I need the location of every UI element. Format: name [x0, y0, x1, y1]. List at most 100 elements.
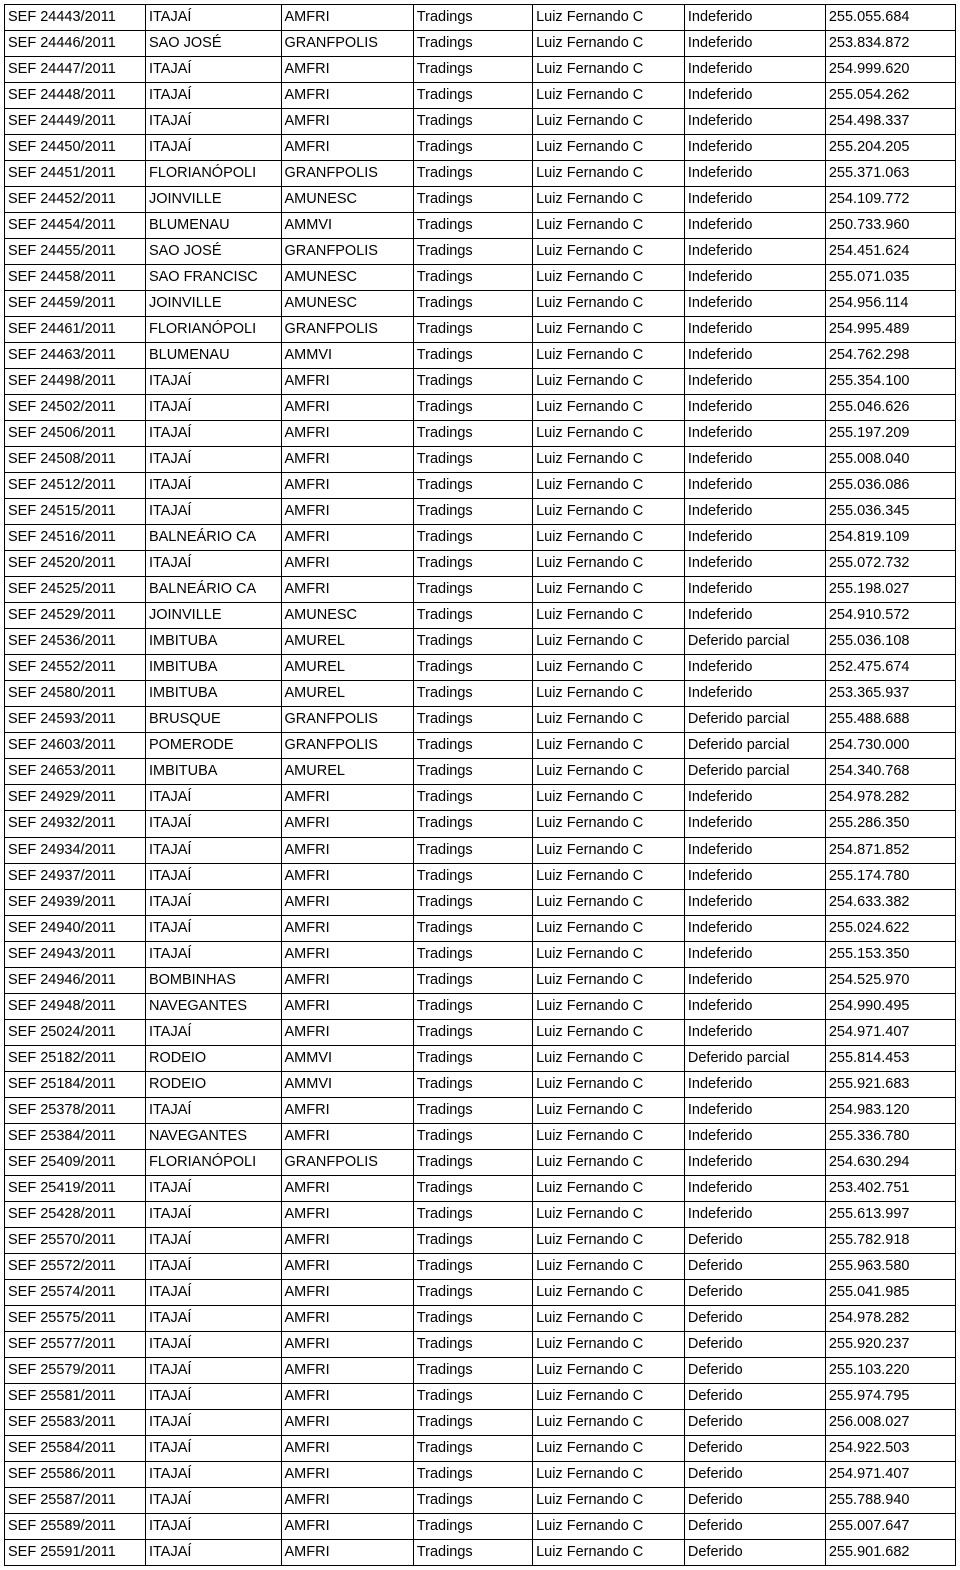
table-cell: Luiz Fernando C — [533, 1045, 685, 1071]
table-cell: AMFRI — [281, 941, 413, 967]
table-cell: SEF 24443/2011 — [5, 5, 146, 31]
table-cell: SEF 24515/2011 — [5, 499, 146, 525]
table-row: SEF 24525/2011BALNEÁRIO CAAMFRITradingsL… — [5, 577, 956, 603]
table-row: SEF 24934/2011ITAJAÍAMFRITradingsLuiz Fe… — [5, 837, 956, 863]
table-cell: ITAJAÍ — [145, 395, 281, 421]
table-row: SEF 25579/2011ITAJAÍAMFRITradingsLuiz Fe… — [5, 1357, 956, 1383]
table-cell: 255.974.795 — [825, 1383, 955, 1409]
table-row: SEF 24454/2011BLUMENAUAMMVITradingsLuiz … — [5, 213, 956, 239]
table-cell: 255.036.086 — [825, 473, 955, 499]
table-cell: SEF 24508/2011 — [5, 447, 146, 473]
table-row: SEF 25378/2011ITAJAÍAMFRITradingsLuiz Fe… — [5, 1097, 956, 1123]
table-cell: Deferido — [684, 1357, 825, 1383]
table-cell: Indeferido — [684, 889, 825, 915]
table-row: SEF 24536/2011IMBITUBAAMURELTradingsLuiz… — [5, 629, 956, 655]
table-cell: Indeferido — [684, 317, 825, 343]
table-row: SEF 24929/2011ITAJAÍAMFRITradingsLuiz Fe… — [5, 785, 956, 811]
table-cell: SEF 24448/2011 — [5, 83, 146, 109]
table-cell: SEF 24451/2011 — [5, 161, 146, 187]
table-cell: Luiz Fernando C — [533, 603, 685, 629]
table-cell: GRANFPOLIS — [281, 317, 413, 343]
table-row: SEF 24502/2011ITAJAÍAMFRITradingsLuiz Fe… — [5, 395, 956, 421]
table-cell: AMFRI — [281, 1097, 413, 1123]
table-cell: ITAJAÍ — [145, 1461, 281, 1487]
table-cell: Tradings — [413, 1357, 532, 1383]
table-cell: Luiz Fernando C — [533, 577, 685, 603]
table-row: SEF 25574/2011ITAJAÍAMFRITradingsLuiz Fe… — [5, 1279, 956, 1305]
table-row: SEF 25575/2011ITAJAÍAMFRITradingsLuiz Fe… — [5, 1305, 956, 1331]
table-cell: Tradings — [413, 1071, 532, 1097]
table-cell: BALNEÁRIO CA — [145, 577, 281, 603]
table-cell: 255.046.626 — [825, 395, 955, 421]
table-cell: JOINVILLE — [145, 603, 281, 629]
table-cell: Tradings — [413, 993, 532, 1019]
table-row: SEF 24943/2011ITAJAÍAMFRITradingsLuiz Fe… — [5, 941, 956, 967]
table-cell: Deferido — [684, 1461, 825, 1487]
table-cell: Luiz Fernando C — [533, 1513, 685, 1539]
table-cell: IMBITUBA — [145, 681, 281, 707]
table-cell: Indeferido — [684, 161, 825, 187]
table-cell: Luiz Fernando C — [533, 1539, 685, 1565]
table-cell: Deferido parcial — [684, 1045, 825, 1071]
table-cell: Indeferido — [684, 1149, 825, 1175]
table-cell: Tradings — [413, 889, 532, 915]
table-cell: 255.103.220 — [825, 1357, 955, 1383]
table-row: SEF 24498/2011ITAJAÍAMFRITradingsLuiz Fe… — [5, 369, 956, 395]
table-cell: Tradings — [413, 525, 532, 551]
table-cell: 255.055.684 — [825, 5, 955, 31]
table-cell: Indeferido — [684, 135, 825, 161]
table-row: SEF 24447/2011ITAJAÍAMFRITradingsLuiz Fe… — [5, 57, 956, 83]
table-cell: SEF 24520/2011 — [5, 551, 146, 577]
table-cell: 255.354.100 — [825, 369, 955, 395]
table-cell: Tradings — [413, 1201, 532, 1227]
table-cell: Luiz Fernando C — [533, 83, 685, 109]
table-cell: SEF 24461/2011 — [5, 317, 146, 343]
table-cell: Tradings — [413, 1253, 532, 1279]
table-cell: SEF 25574/2011 — [5, 1279, 146, 1305]
table-cell: Indeferido — [684, 499, 825, 525]
table-cell: Tradings — [413, 941, 532, 967]
table-cell: 254.922.503 — [825, 1435, 955, 1461]
table-row: SEF 25024/2011ITAJAÍAMFRITradingsLuiz Fe… — [5, 1019, 956, 1045]
table-cell: Luiz Fernando C — [533, 889, 685, 915]
table-cell: Deferido — [684, 1487, 825, 1513]
table-row: SEF 25584/2011ITAJAÍAMFRITradingsLuiz Fe… — [5, 1435, 956, 1461]
table-cell: Tradings — [413, 187, 532, 213]
table-row: SEF 25428/2011ITAJAÍAMFRITradingsLuiz Fe… — [5, 1201, 956, 1227]
table-cell: Indeferido — [684, 265, 825, 291]
table-row: SEF 24939/2011ITAJAÍAMFRITradingsLuiz Fe… — [5, 889, 956, 915]
table-cell: Luiz Fernando C — [533, 395, 685, 421]
table-cell: AMUNESC — [281, 187, 413, 213]
table-cell: 254.971.407 — [825, 1019, 955, 1045]
table-cell: Deferido — [684, 1409, 825, 1435]
table-cell: 250.733.960 — [825, 213, 955, 239]
table-cell: Indeferido — [684, 837, 825, 863]
table-cell: Luiz Fernando C — [533, 1175, 685, 1201]
table-row: SEF 25591/2011ITAJAÍAMFRITradingsLuiz Fe… — [5, 1539, 956, 1565]
table-cell: Luiz Fernando C — [533, 1071, 685, 1097]
table-cell: AMMVI — [281, 1071, 413, 1097]
table-cell: 254.971.407 — [825, 1461, 955, 1487]
table-cell: Tradings — [413, 681, 532, 707]
table-cell: SEF 25184/2011 — [5, 1071, 146, 1097]
table-cell: Indeferido — [684, 369, 825, 395]
table-cell: 255.054.262 — [825, 83, 955, 109]
table-cell: ITAJAÍ — [145, 1539, 281, 1565]
table-cell: Tradings — [413, 1487, 532, 1513]
table-cell: Luiz Fernando C — [533, 1331, 685, 1357]
table-row: SEF 24940/2011ITAJAÍAMFRITradingsLuiz Fe… — [5, 915, 956, 941]
table-cell: 255.788.940 — [825, 1487, 955, 1513]
table-cell: Tradings — [413, 57, 532, 83]
table-cell: Indeferido — [684, 1071, 825, 1097]
table-cell: Deferido parcial — [684, 733, 825, 759]
table-cell: Luiz Fernando C — [533, 941, 685, 967]
table-cell: Luiz Fernando C — [533, 1435, 685, 1461]
table-cell: Indeferido — [684, 57, 825, 83]
table-cell: Indeferido — [684, 473, 825, 499]
table-cell: SEF 25575/2011 — [5, 1305, 146, 1331]
table-cell: Indeferido — [684, 655, 825, 681]
table-cell: SEF 24452/2011 — [5, 187, 146, 213]
table-cell: 254.109.772 — [825, 187, 955, 213]
table-row: SEF 24458/2011SAO FRANCISCAMUNESCTrading… — [5, 265, 956, 291]
table-cell: SEF 24939/2011 — [5, 889, 146, 915]
